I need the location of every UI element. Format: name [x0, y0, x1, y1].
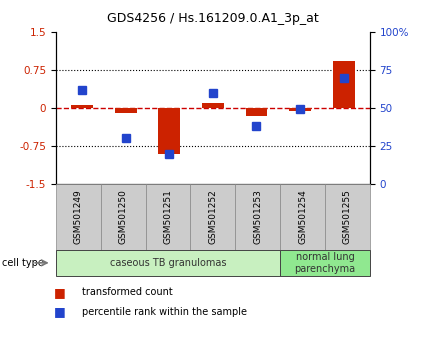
Bar [289, 108, 311, 110]
Text: GSM501252: GSM501252 [209, 189, 217, 244]
Text: GDS4256 / Hs.161209.0.A1_3p_at: GDS4256 / Hs.161209.0.A1_3p_at [107, 12, 319, 25]
Bar [115, 108, 137, 113]
Bar [71, 105, 93, 108]
Text: cell type: cell type [2, 258, 44, 268]
Text: GSM501250: GSM501250 [119, 189, 128, 244]
Text: GSM501254: GSM501254 [298, 189, 307, 244]
Text: normal lung
parenchyma: normal lung parenchyma [295, 252, 356, 274]
Text: ■: ■ [54, 305, 66, 318]
Text: GSM501249: GSM501249 [74, 189, 83, 244]
Bar [246, 108, 267, 115]
Text: caseous TB granulomas: caseous TB granulomas [110, 258, 226, 268]
Text: percentile rank within the sample: percentile rank within the sample [82, 307, 247, 316]
Text: ■: ■ [54, 286, 66, 298]
Bar [158, 108, 180, 154]
Bar [333, 61, 355, 108]
Text: GSM501253: GSM501253 [253, 189, 262, 244]
Text: GSM501251: GSM501251 [163, 189, 172, 244]
Text: GSM501255: GSM501255 [343, 189, 352, 244]
Text: transformed count: transformed count [82, 287, 172, 297]
Bar [202, 103, 224, 108]
